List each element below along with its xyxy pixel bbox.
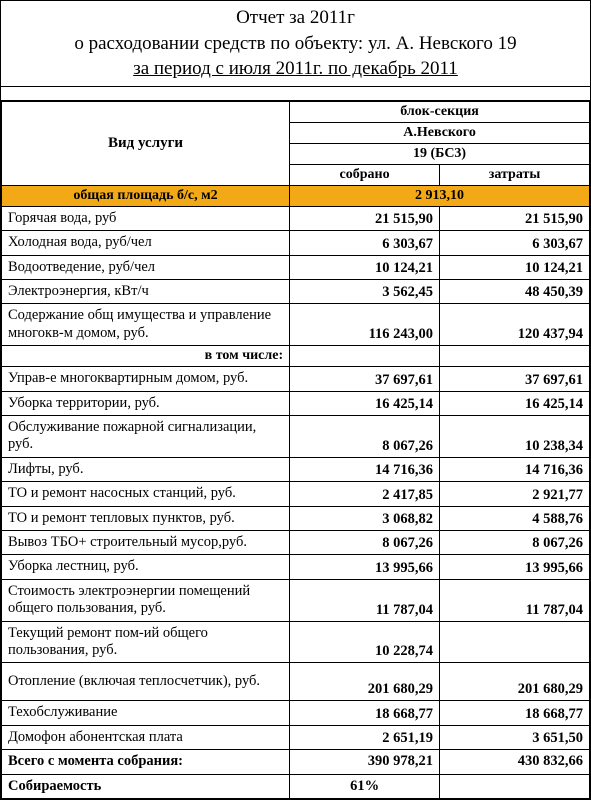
title-block: Отчет за 2011г о расходовании средств по… bbox=[1, 1, 590, 87]
header-service-type: Вид услуги bbox=[2, 101, 290, 185]
collectability-row: Собираемость 61% bbox=[2, 774, 590, 798]
row-label: Содержание общ имущества и управление мн… bbox=[2, 304, 290, 346]
row-collected: 37 697,61 bbox=[290, 367, 440, 391]
row-label: Холодная вода, руб/чел bbox=[2, 231, 290, 255]
area-row: общая площадь б/с, м2 2 913,10 bbox=[2, 185, 590, 206]
row-expenses: 37 697,61 bbox=[440, 367, 590, 391]
row-label: Уборка лестниц, руб. bbox=[2, 555, 290, 579]
header-address: А.Невского bbox=[290, 122, 590, 143]
row-expenses: 48 450,39 bbox=[440, 280, 590, 304]
title-line-2: о расходовании средств по объекту: ул. А… bbox=[9, 31, 582, 57]
table-row: ТО и ремонт насосных станций, руб.2 417,… bbox=[2, 482, 590, 506]
title-line-1: Отчет за 2011г bbox=[9, 5, 582, 31]
row-label: Вывоз ТБО+ строительный мусор,руб. bbox=[2, 531, 290, 555]
row-collected: 14 716,36 bbox=[290, 457, 440, 481]
table-row: Горячая вода, руб21 515,9021 515,90 bbox=[2, 206, 590, 230]
including-label: в том числе: bbox=[2, 346, 290, 367]
row-label: Техобслуживание bbox=[2, 701, 290, 725]
row-collected: 13 995,66 bbox=[290, 555, 440, 579]
row-label: Лифты, руб. bbox=[2, 457, 290, 481]
row-collected: 11 787,04 bbox=[290, 579, 440, 621]
row-collected: 10 124,21 bbox=[290, 255, 440, 279]
row-expenses: 201 680,29 bbox=[440, 663, 590, 701]
row-label: Уборка территории, руб. bbox=[2, 391, 290, 415]
table-row: Водоотведение, руб/чел10 124,2110 124,21 bbox=[2, 255, 590, 279]
collectability-label: Собираемость bbox=[2, 774, 290, 798]
row-expenses: 11 787,04 bbox=[440, 579, 590, 621]
table-row: Электроэнергия, кВт/ч3 562,4548 450,39 bbox=[2, 280, 590, 304]
table-row: Холодная вода, руб/чел6 303,676 303,67 bbox=[2, 231, 590, 255]
row-expenses: 10 238,34 bbox=[440, 416, 590, 458]
row-expenses: 16 425,14 bbox=[440, 391, 590, 415]
row-collected: 3 068,82 bbox=[290, 506, 440, 530]
totals-label: Всего с момента собрания: bbox=[2, 750, 290, 774]
row-collected: 10 228,74 bbox=[290, 621, 440, 663]
row-label: Отопление (включая теплосчетчик), руб. bbox=[2, 663, 290, 701]
header-block-section: блок-секция bbox=[290, 101, 590, 122]
table-row: Уборка лестниц, руб.13 995,6613 995,66 bbox=[2, 555, 590, 579]
row-expenses: 14 716,36 bbox=[440, 457, 590, 481]
row-expenses: 18 668,77 bbox=[440, 701, 590, 725]
row-collected: 8 067,26 bbox=[290, 416, 440, 458]
row-expenses: 21 515,90 bbox=[440, 206, 590, 230]
spacer bbox=[1, 87, 590, 101]
collectability-value: 61% bbox=[290, 774, 440, 798]
header-building: 19 (БС3) bbox=[290, 143, 590, 164]
row-label: Обслуживание пожарной сигнализации, руб. bbox=[2, 416, 290, 458]
table-row: Текущий ремонт пом-ий общего пользования… bbox=[2, 621, 590, 663]
row-label: Стоимость электроэнергии помещений общег… bbox=[2, 579, 290, 621]
table-row: ТО и ремонт тепловых пунктов, руб.3 068,… bbox=[2, 506, 590, 530]
row-collected: 8 067,26 bbox=[290, 531, 440, 555]
including-row: в том числе: bbox=[2, 346, 590, 367]
including-expenses bbox=[440, 346, 590, 367]
title-line-3: за период с июля 2011г. по декабрь 2011 bbox=[9, 56, 582, 82]
header-collected: собрано bbox=[290, 164, 440, 185]
totals-collected: 390 978,21 bbox=[290, 750, 440, 774]
row-label: ТО и ремонт насосных станций, руб. bbox=[2, 482, 290, 506]
row-expenses: 120 437,94 bbox=[440, 304, 590, 346]
row-collected: 21 515,90 bbox=[290, 206, 440, 230]
report-page: Отчет за 2011г о расходовании средств по… bbox=[0, 0, 591, 800]
totals-row: Всего с момента собрания: 390 978,21 430… bbox=[2, 750, 590, 774]
collectability-empty bbox=[440, 774, 590, 798]
row-expenses: 6 303,67 bbox=[440, 231, 590, 255]
table-row: Обслуживание пожарной сигнализации, руб.… bbox=[2, 416, 590, 458]
row-expenses bbox=[440, 621, 590, 663]
table-row: Уборка территории, руб.16 425,1416 425,1… bbox=[2, 391, 590, 415]
header-expenses: затраты bbox=[440, 164, 590, 185]
row-collected: 6 303,67 bbox=[290, 231, 440, 255]
header-row-1: Вид услуги блок-секция bbox=[2, 101, 590, 122]
table-row: Содержание общ имущества и управление мн… bbox=[2, 304, 590, 346]
row-collected: 3 562,45 bbox=[290, 280, 440, 304]
totals-expenses: 430 832,66 bbox=[440, 750, 590, 774]
area-label: общая площадь б/с, м2 bbox=[2, 185, 290, 206]
row-collected: 2 417,85 bbox=[290, 482, 440, 506]
row-label: Управ-е многоквартирным домом, руб. bbox=[2, 367, 290, 391]
table-row: Вывоз ТБО+ строительный мусор,руб.8 067,… bbox=[2, 531, 590, 555]
row-collected: 18 668,77 bbox=[290, 701, 440, 725]
row-expenses: 10 124,21 bbox=[440, 255, 590, 279]
table-row: Лифты, руб.14 716,3614 716,36 bbox=[2, 457, 590, 481]
row-label: Текущий ремонт пом-ий общего пользования… bbox=[2, 621, 290, 663]
row-collected: 116 243,00 bbox=[290, 304, 440, 346]
table-row: Техобслуживание18 668,7718 668,77 bbox=[2, 701, 590, 725]
row-expenses: 8 067,26 bbox=[440, 531, 590, 555]
row-expenses: 13 995,66 bbox=[440, 555, 590, 579]
row-label: ТО и ремонт тепловых пунктов, руб. bbox=[2, 506, 290, 530]
including-collected bbox=[290, 346, 440, 367]
table-row: Стоимость электроэнергии помещений общег… bbox=[2, 579, 590, 621]
row-label: Электроэнергия, кВт/ч bbox=[2, 280, 290, 304]
row-collected: 201 680,29 bbox=[290, 663, 440, 701]
row-expenses: 2 921,77 bbox=[440, 482, 590, 506]
row-label: Водоотведение, руб/чел bbox=[2, 255, 290, 279]
row-collected: 16 425,14 bbox=[290, 391, 440, 415]
table-row: Управ-е многоквартирным домом, руб.37 69… bbox=[2, 367, 590, 391]
report-table: Вид услуги блок-секция А.Невского 19 (БС… bbox=[1, 101, 590, 799]
row-label: Горячая вода, руб bbox=[2, 206, 290, 230]
area-value: 2 913,10 bbox=[290, 185, 590, 206]
row-expenses: 4 588,76 bbox=[440, 506, 590, 530]
table-row: Отопление (включая теплосчетчик), руб.20… bbox=[2, 663, 590, 701]
